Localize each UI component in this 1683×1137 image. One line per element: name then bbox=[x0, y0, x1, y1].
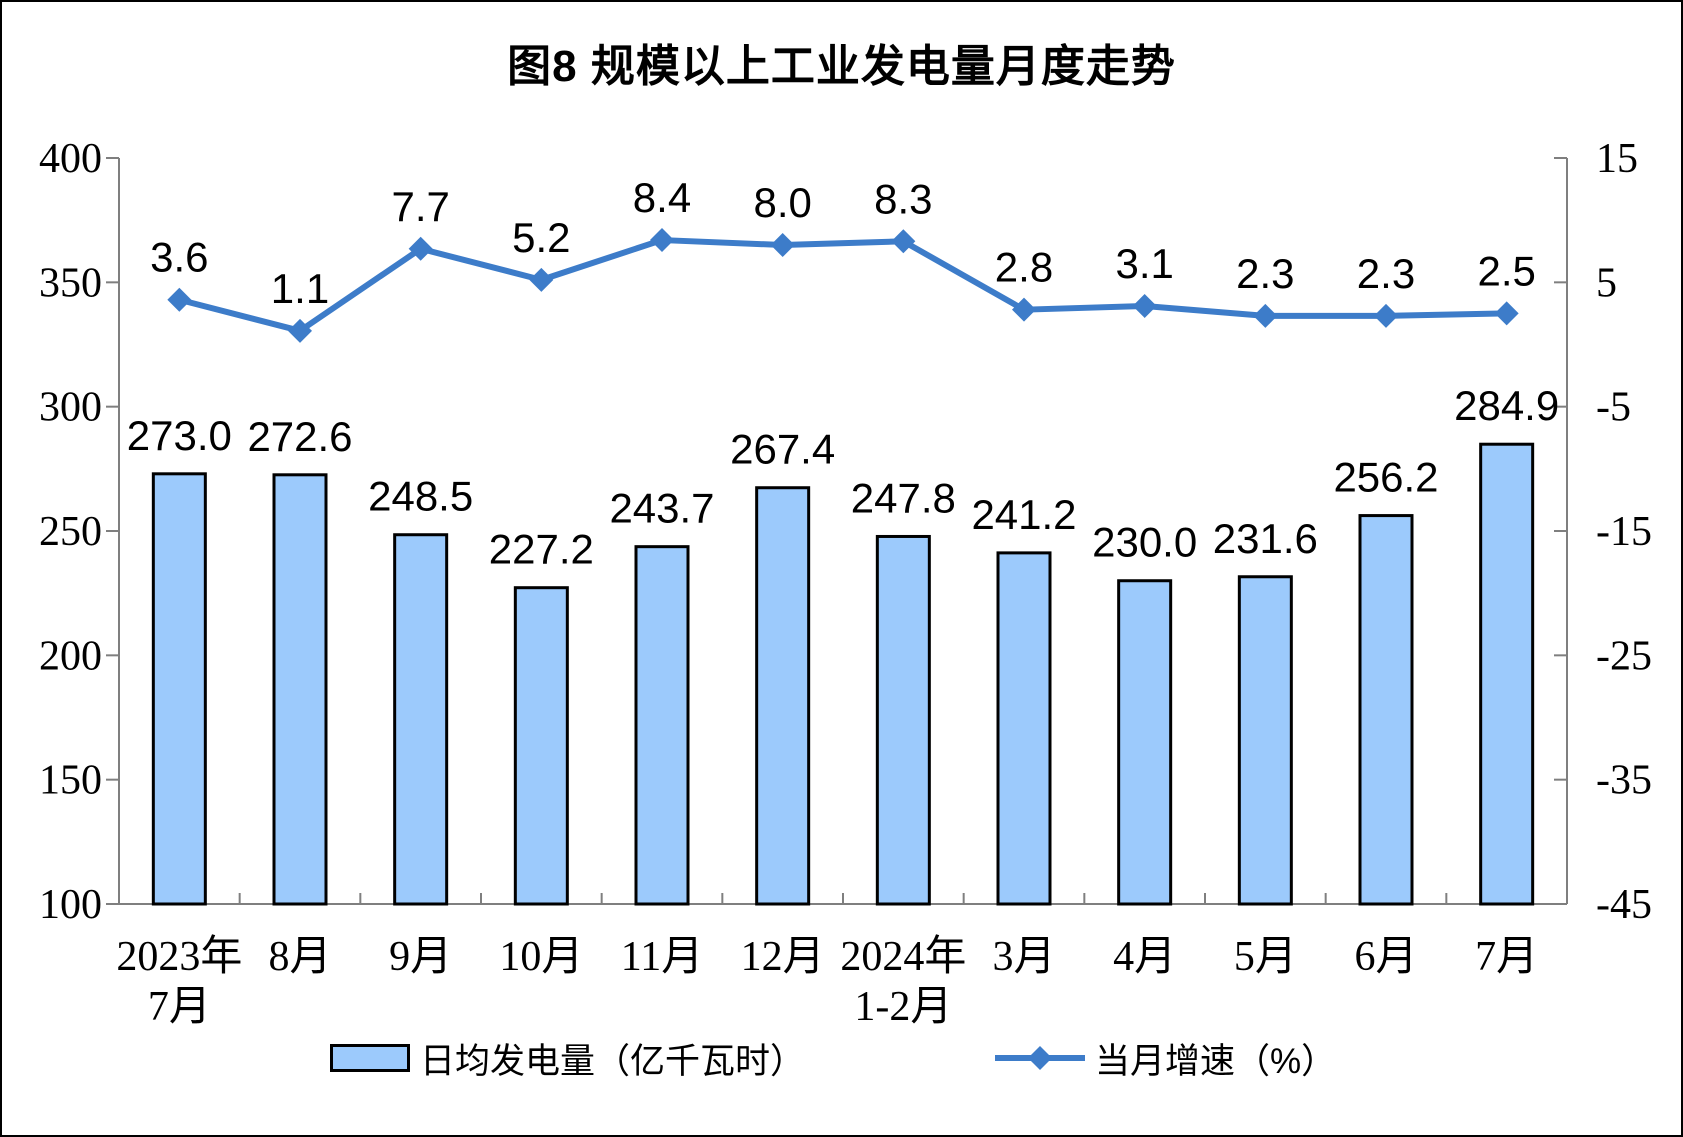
x-axis-category-label: 3月 bbox=[992, 934, 1055, 980]
bar bbox=[151, 472, 207, 906]
x-axis-category-label: 2023年 bbox=[116, 933, 242, 980]
bar bbox=[513, 586, 569, 906]
right-axis-tick-label: -45 bbox=[1596, 882, 1652, 928]
right-axis-tick-label: -25 bbox=[1596, 633, 1652, 679]
x-axis-category-label: 8月 bbox=[268, 934, 331, 980]
x-axis-category-label: 4月 bbox=[1113, 934, 1176, 980]
line-data-label: 8.3 bbox=[874, 175, 932, 222]
bar-data-label: 241.2 bbox=[971, 491, 1076, 538]
line-data-label: 5.2 bbox=[512, 214, 570, 261]
legend-item-bar-series: 日均发电量（亿千瓦时） bbox=[330, 1041, 805, 1081]
bar bbox=[393, 533, 449, 906]
line-marker-diamond bbox=[650, 228, 674, 253]
x-axis-category-label: 7月 bbox=[148, 984, 211, 1030]
bar-data-label: 256.2 bbox=[1333, 454, 1438, 501]
left-axis-tick-label: 400 bbox=[39, 136, 102, 182]
bar-data-label: 272.6 bbox=[247, 413, 352, 460]
line-series bbox=[176, 237, 1510, 334]
line-data-label: 3.6 bbox=[150, 234, 208, 281]
bar-data-label: 243.7 bbox=[609, 485, 714, 532]
line-marker-diamond bbox=[167, 287, 192, 312]
bar-data-label: 284.9 bbox=[1454, 382, 1559, 429]
bar bbox=[875, 534, 931, 906]
line-data-label: 2.3 bbox=[1357, 250, 1415, 297]
left-axis-tick-label: 300 bbox=[39, 385, 102, 431]
legend-label-line-series: 当月增速（%） bbox=[1095, 1041, 1337, 1081]
x-axis-category-label: 11月 bbox=[621, 934, 703, 980]
bar bbox=[755, 486, 811, 906]
chart-title: 图8 规模以上工业发电量月度走势 bbox=[507, 42, 1176, 91]
right-axis-tick-label: -5 bbox=[1596, 385, 1631, 431]
diamond-marker-icon bbox=[1027, 1045, 1053, 1071]
x-axis-category-label: 2024年 bbox=[840, 933, 966, 980]
line-marker-diamond bbox=[1253, 303, 1278, 328]
x-axis-category-label: 6月 bbox=[1354, 934, 1417, 980]
line-data-label: 8.4 bbox=[633, 174, 691, 221]
line-marker-diamond bbox=[1012, 297, 1036, 322]
bar-data-label: 267.4 bbox=[730, 426, 835, 473]
bar-data-label: 248.5 bbox=[368, 473, 473, 520]
line-data-label: 1.1 bbox=[271, 265, 329, 312]
line-series-marker-icon bbox=[995, 1045, 1085, 1071]
left-axis-tick-label: 250 bbox=[39, 509, 102, 555]
bar-data-label: 247.8 bbox=[851, 474, 956, 521]
left-axis-tick-label: 200 bbox=[39, 633, 102, 679]
bar bbox=[634, 545, 690, 906]
x-axis-category-label: 7月 bbox=[1475, 934, 1538, 980]
right-axis-tick-label: 15 bbox=[1596, 136, 1638, 182]
bar bbox=[996, 551, 1052, 906]
line-marker-diamond bbox=[891, 229, 916, 254]
bar bbox=[1358, 514, 1414, 906]
bar bbox=[1479, 442, 1535, 906]
right-axis-tick-label: -15 bbox=[1596, 509, 1652, 555]
x-axis-category-label: 1-2月 bbox=[854, 984, 952, 1030]
x-axis-category-label: 5月 bbox=[1234, 934, 1297, 980]
line-data-label: 8.0 bbox=[753, 179, 811, 226]
x-axis-category-label: 9月 bbox=[389, 934, 452, 980]
line-marker-diamond bbox=[529, 267, 554, 292]
bar bbox=[272, 473, 328, 906]
bar-data-label: 227.2 bbox=[489, 526, 594, 573]
right-axis-tick-label: 5 bbox=[1596, 260, 1617, 306]
left-axis-tick-label: 350 bbox=[39, 260, 102, 306]
line-data-label: 2.8 bbox=[995, 244, 1053, 291]
line-marker-diamond bbox=[1494, 301, 1519, 326]
bar-data-label: 273.0 bbox=[127, 412, 232, 459]
line-marker-diamond bbox=[288, 318, 312, 343]
bar bbox=[1117, 579, 1173, 906]
line-data-label: 7.7 bbox=[391, 183, 449, 230]
bar-data-label: 231.6 bbox=[1213, 515, 1318, 562]
left-axis-tick-label: 100 bbox=[39, 882, 102, 928]
line-data-label: 3.1 bbox=[1115, 240, 1173, 287]
x-axis-category-label: 12月 bbox=[741, 934, 825, 980]
line-data-label: 2.3 bbox=[1236, 250, 1294, 297]
legend-label-bar-series: 日均发电量（亿千瓦时） bbox=[420, 1041, 806, 1081]
bar-series-swatch-icon bbox=[330, 1044, 410, 1072]
line-marker-diamond bbox=[1374, 303, 1398, 328]
line-marker-diamond bbox=[408, 236, 433, 261]
right-axis-tick-label: -35 bbox=[1596, 758, 1652, 804]
x-axis-category-label: 10月 bbox=[499, 934, 583, 980]
line-marker-diamond bbox=[1132, 293, 1157, 318]
line-data-label: 2.5 bbox=[1477, 247, 1535, 294]
bar-data-label: 230.0 bbox=[1092, 519, 1197, 566]
left-axis-tick-label: 150 bbox=[39, 758, 102, 804]
line-marker-diamond bbox=[770, 233, 795, 258]
bar bbox=[1237, 575, 1293, 906]
legend-item-line-series: 当月增速（%） bbox=[995, 1041, 1336, 1081]
